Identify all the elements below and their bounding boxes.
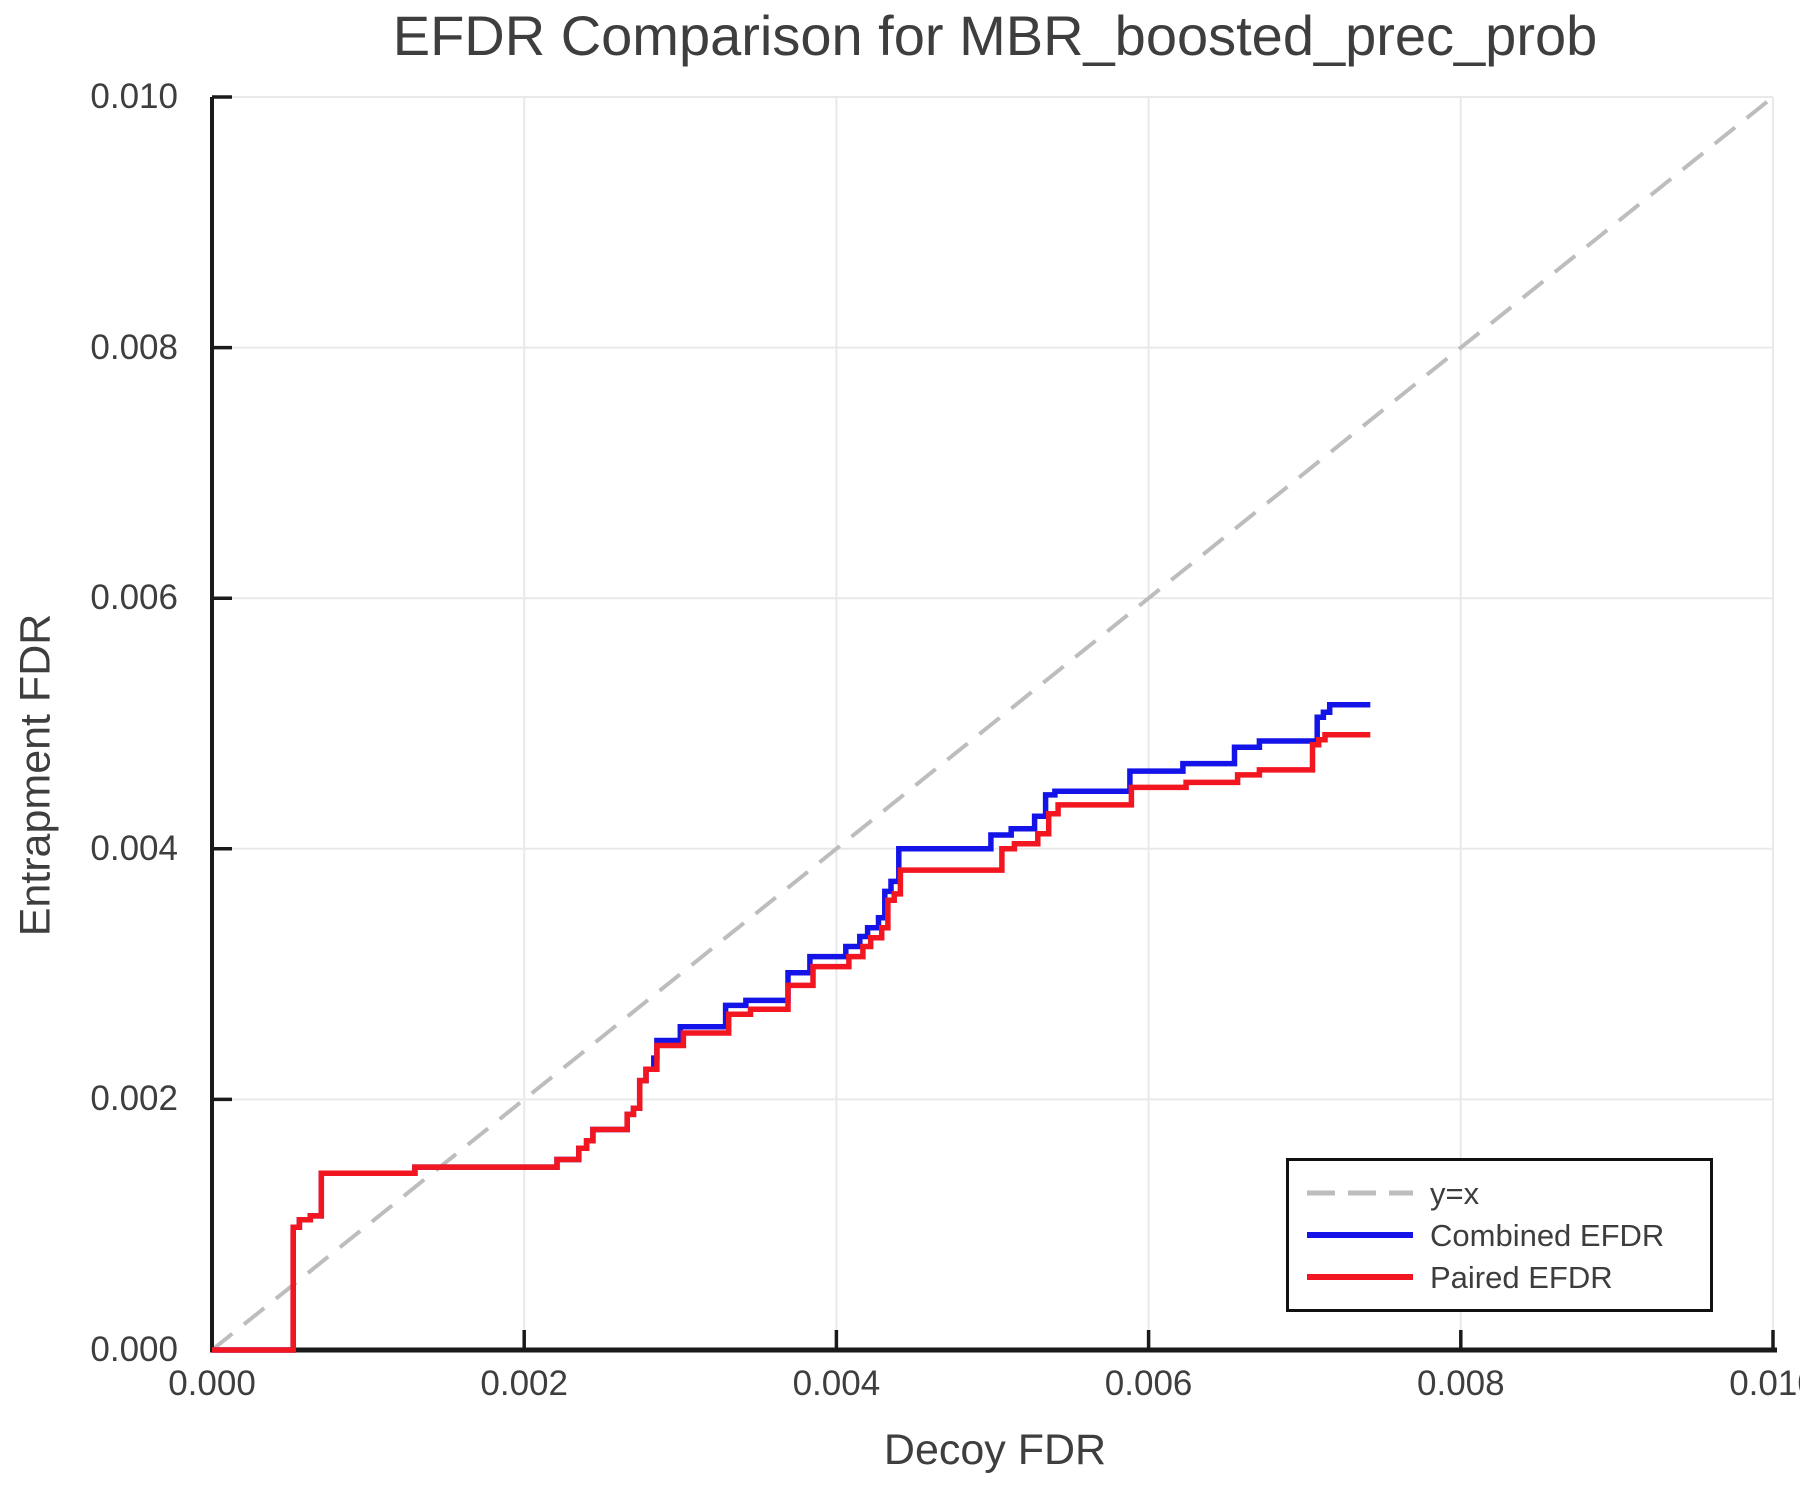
y-tick-label: 0.006 xyxy=(90,578,178,618)
y-tick-label: 0.008 xyxy=(90,327,178,367)
x-tick-label: 0.004 xyxy=(792,1364,881,1403)
paired-efdr-line-sample xyxy=(1307,1274,1413,1280)
legend-item-identity-line: y=x xyxy=(1305,1174,1700,1212)
y-tick-label: 0.000 xyxy=(90,1330,178,1369)
x-tick-label: 0.006 xyxy=(1104,1364,1193,1403)
paired-efdr-line xyxy=(212,732,1371,1353)
y-tick-label: 0.004 xyxy=(90,828,178,868)
dashed-line-sample xyxy=(1307,1190,1413,1196)
chart-title: EFDR Comparison for MBR_boosted_prec_pro… xyxy=(392,4,1598,67)
legend-label-paired-efdr: Paired EFDR xyxy=(1430,1259,1613,1295)
legend-label-identity: y=x xyxy=(1430,1175,1480,1211)
x-axis-label: Decoy FDR xyxy=(883,1426,1107,1474)
y-tick-label: 0.010 xyxy=(90,77,178,116)
identity-line xyxy=(210,95,1775,1352)
legend-item-combined-efdr: Combined EFDR xyxy=(1305,1216,1700,1254)
x-tick-label: 0.000 xyxy=(168,1364,256,1403)
legend-label-combined-efdr: Combined EFDR xyxy=(1430,1217,1665,1253)
x-tick-label: 0.010 xyxy=(1729,1364,1800,1403)
legend-item-paired-efdr: Paired EFDR xyxy=(1305,1258,1700,1296)
y-tick-label: 0.002 xyxy=(90,1079,178,1119)
combined-efdr-line xyxy=(212,701,1371,1353)
x-tick-label: 0.008 xyxy=(1417,1364,1505,1403)
legend: y=x Combined EFDR Paired EFDR xyxy=(1286,1158,1713,1312)
x-tick-label: 0.002 xyxy=(480,1364,568,1403)
combined-efdr-line-sample xyxy=(1307,1232,1413,1238)
